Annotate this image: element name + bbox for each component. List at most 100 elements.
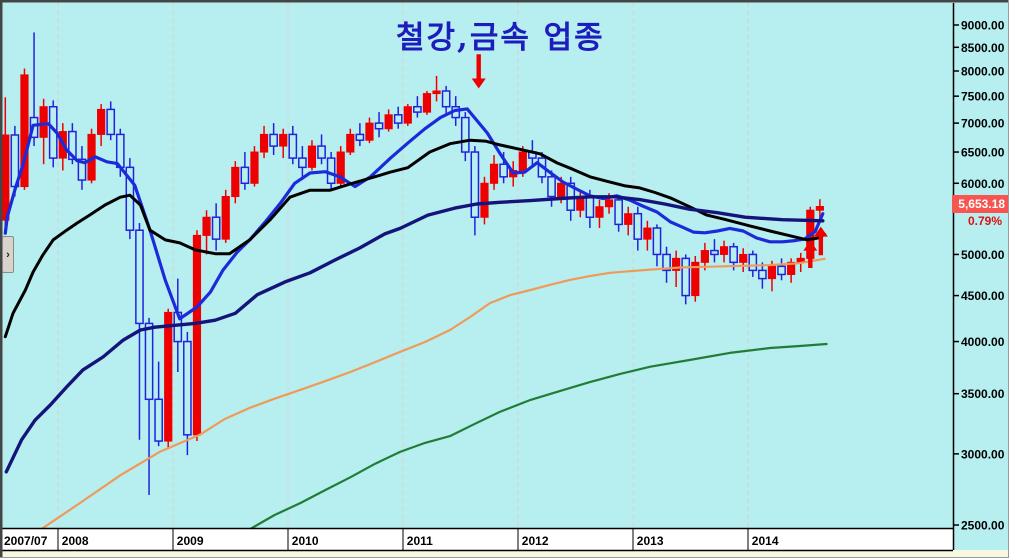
candle-body (777, 265, 786, 276)
annotation-up-arrow (803, 240, 818, 268)
year-label: 2007/07 (4, 534, 48, 548)
candle-body (135, 229, 144, 325)
candle-body (633, 212, 643, 240)
ma-long-line (4, 195, 825, 474)
year-label: 2009 (177, 534, 204, 548)
y-axis-tick-label: 3500.00 (961, 387, 1005, 401)
candle-body (748, 253, 758, 272)
candle-body (307, 145, 317, 168)
candle-body (20, 74, 29, 188)
candle-body (719, 246, 729, 255)
change-percent-label: 0.79% (967, 214, 1002, 228)
candle-body (710, 249, 719, 256)
candle-body (460, 116, 470, 153)
candle-body (106, 108, 116, 136)
current-price-badge: 5,653.18 (952, 195, 1008, 213)
y-axis-tick-label: 7000.00 (961, 117, 1005, 131)
candle-body (336, 151, 345, 184)
annotation-up-arrow (813, 226, 828, 256)
candle-body (346, 133, 355, 153)
candle-body (326, 157, 336, 185)
candle-body (384, 114, 393, 130)
year-label: 2014 (752, 534, 779, 548)
candle-body (269, 133, 278, 147)
candle-body (470, 151, 480, 218)
candle-body (288, 133, 298, 159)
year-label: 2012 (522, 534, 549, 548)
candle-body (374, 122, 384, 130)
candle-body (739, 253, 748, 263)
candle-body (441, 90, 451, 108)
candle-body (279, 133, 288, 147)
y-axis-tick-label: 7500.00 (961, 90, 1005, 104)
ma-longest-line (250, 342, 828, 530)
candle-body (787, 261, 796, 275)
candle-body (211, 216, 221, 240)
candle-body (585, 195, 595, 218)
candle-body (202, 216, 211, 236)
candlestick-series (1, 32, 824, 495)
year-label: 2013 (637, 534, 664, 548)
candle-body (700, 250, 709, 263)
ma-short-line (3, 107, 825, 321)
candle-body (595, 206, 604, 218)
window-border-top (0, 0, 1009, 3)
candle-body (403, 106, 412, 124)
candle-body (432, 90, 441, 95)
candle-body (614, 199, 623, 226)
y-axis-tick-label: 6000.00 (961, 177, 1005, 191)
left-panel-expand-button[interactable]: › (2, 236, 14, 273)
year-label: 2008 (62, 534, 89, 548)
candle-body (413, 105, 422, 113)
footer-strip (0, 550, 1009, 558)
candle-body (662, 253, 671, 272)
candle-body (393, 114, 403, 124)
candle-body (652, 227, 662, 256)
candle-body (729, 245, 738, 264)
candle-body (298, 157, 307, 169)
candle-body (231, 166, 240, 198)
candle-body (767, 265, 777, 280)
candle-body (604, 199, 614, 208)
candle-body (480, 182, 489, 218)
candle-body (365, 122, 374, 141)
candle-body (1, 134, 10, 221)
candle-body (643, 227, 652, 240)
candle-body (183, 340, 192, 436)
candle-body (355, 133, 365, 141)
y-axis-tick-label: 5000.00 (961, 248, 1005, 262)
candle-body (39, 106, 48, 138)
candle-body (518, 151, 527, 171)
candle-body (221, 196, 230, 240)
x-axis: 2007/07 2008 2009 2010 2011 2012 2013 2014 (0, 527, 953, 552)
candle-body (681, 257, 691, 297)
y-axis-tick-label: 8000.00 (961, 64, 1005, 78)
candle-body (97, 108, 106, 135)
annotation-down-arrow (471, 54, 486, 89)
y-axis-tick-label: 9000.00 (961, 19, 1005, 33)
chevron-right-icon: › (6, 248, 10, 261)
ma-longer-line (41, 257, 826, 530)
y-axis-tick-label: 4000.00 (961, 335, 1005, 349)
candle-body (240, 166, 250, 185)
candle-body (68, 130, 77, 161)
candle-body (557, 182, 566, 198)
candle-body (672, 257, 681, 271)
candle-body (250, 151, 259, 184)
candle-body (144, 322, 154, 401)
chart-title: 철강,금속 업종 (396, 20, 605, 56)
candle-body (154, 398, 163, 442)
candle-body (547, 176, 556, 198)
y-axis-tick-label: 2500.00 (961, 519, 1005, 533)
year-label: 2011 (407, 534, 433, 548)
candle-body (422, 93, 432, 113)
candle-body (815, 206, 824, 211)
y-axis-tick-label: 3000.00 (961, 447, 1005, 461)
ma-mid-line (3, 138, 827, 339)
y-axis: 9000.00 8500.00 8000.00 7500.00 7000.00 6500.… (952, 3, 1005, 550)
window-border-left (0, 0, 3, 558)
candle-body (499, 163, 508, 178)
candle-body (758, 269, 767, 280)
